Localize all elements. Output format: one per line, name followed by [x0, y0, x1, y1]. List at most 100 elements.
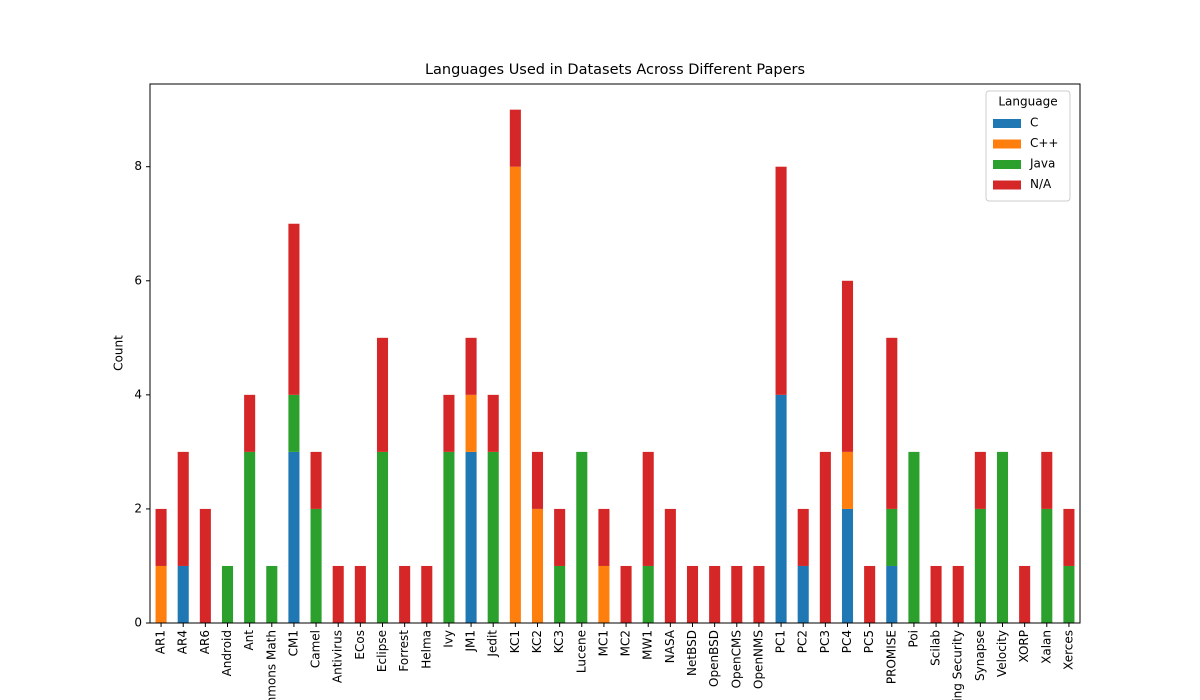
bar-segment — [531, 451, 544, 509]
plot-frame — [149, 83, 1081, 624]
bar-segment — [221, 565, 234, 623]
bar-segment — [244, 451, 256, 623]
x-tick-label: PC4 — [840, 630, 854, 653]
y-axis-label: Count — [112, 335, 126, 371]
bar-segment — [841, 508, 854, 623]
x-tick-label: Lucene — [574, 630, 588, 673]
bar-segment — [465, 337, 477, 395]
bar-segment — [354, 565, 366, 623]
bar-segment — [288, 223, 300, 395]
x-tick-label: Synapse — [973, 630, 987, 681]
bar-segment — [376, 337, 389, 452]
x-tick-label: MC1 — [596, 630, 610, 656]
bar-segment — [974, 451, 986, 509]
bar-segment — [886, 337, 898, 509]
y-tick-label: 2 — [134, 501, 142, 515]
bar-segment — [576, 451, 588, 623]
bar-segment — [974, 508, 986, 623]
bar-segment — [443, 451, 455, 623]
bar-segment — [310, 451, 322, 509]
x-tick-label: Antivirus — [331, 630, 345, 683]
x-tick-label: NASA — [663, 629, 677, 663]
legend-swatch — [993, 119, 1021, 128]
chart-title: Languages Used in Datasets Across Differ… — [425, 62, 805, 78]
y-tick-label: 8 — [134, 159, 142, 173]
bar-segment — [465, 451, 477, 623]
bar-segment — [177, 451, 189, 566]
bar-segment — [775, 166, 787, 395]
bar-segment — [177, 565, 189, 623]
x-tick-label: Ant — [242, 630, 256, 651]
bar-segment — [598, 565, 610, 623]
x-tick-label: MC2 — [619, 630, 633, 656]
bar-segment — [288, 451, 300, 623]
legend-box — [985, 90, 1071, 202]
bar-segment — [1063, 508, 1075, 566]
x-tick-label: NetBSD — [685, 630, 699, 676]
bar-segment — [421, 565, 433, 623]
bar-segment — [886, 565, 898, 623]
x-tick-label: PC2 — [796, 630, 810, 653]
bar-segment — [487, 451, 499, 623]
bar-segment — [465, 394, 477, 452]
legend-label: C++ — [1030, 136, 1059, 150]
x-tick-label: Commons Math — [264, 630, 278, 700]
bar-segment — [1019, 565, 1031, 623]
bar-segment — [332, 565, 344, 623]
bar-segment — [376, 451, 389, 623]
bar-segment — [841, 451, 854, 509]
bar-segment — [620, 565, 632, 623]
legend-label: N/A — [1030, 177, 1052, 191]
x-tick-label: PC3 — [818, 630, 832, 653]
x-tick-label: OpenCMS — [729, 630, 743, 688]
bar-segment — [1041, 451, 1053, 509]
bar-segment — [686, 565, 699, 623]
x-tick-label: Jedit — [486, 630, 500, 658]
x-tick-label: CM1 — [286, 630, 300, 656]
x-tick-label: Scilab — [929, 630, 943, 666]
x-tick-label: Poi — [906, 630, 920, 647]
bar-segment — [864, 565, 876, 623]
bar-segment — [775, 394, 787, 623]
bar-segment — [1041, 508, 1053, 623]
bar-segment — [1063, 565, 1075, 623]
legend-swatch — [993, 139, 1021, 149]
x-tick-label: KC1 — [508, 630, 522, 653]
x-tick-label: PC5 — [862, 630, 876, 653]
x-tick-label: OpenNMS — [751, 630, 765, 689]
bar-segment — [841, 280, 854, 452]
x-tick-label: XORP — [1017, 630, 1031, 662]
bar-segment — [753, 565, 765, 623]
x-tick-label: Eclipse — [375, 630, 389, 672]
bar-segment — [199, 508, 211, 623]
x-tick-label: Android — [220, 630, 234, 676]
bar-segment — [642, 565, 654, 623]
x-tick-label: Camel — [309, 630, 323, 668]
bar-segment — [155, 508, 167, 566]
y-tick-label: 4 — [134, 387, 142, 401]
bar-segment — [930, 565, 942, 623]
bar-segment — [664, 508, 676, 623]
x-tick-label: Spring Security — [951, 630, 965, 700]
x-tick-label: KC3 — [552, 630, 566, 653]
bar-segment — [797, 565, 809, 623]
bar-segment — [797, 508, 809, 566]
bar-segment — [509, 166, 521, 623]
bar-segment — [642, 451, 654, 566]
x-tick-label: AR4 — [176, 630, 190, 654]
x-tick-label: Forrest — [397, 630, 411, 672]
bar-segment — [908, 451, 920, 623]
bar-segment — [288, 394, 300, 452]
bar-segment — [598, 508, 610, 566]
bar-segment — [487, 394, 499, 452]
bar-segment — [155, 565, 167, 623]
bar-segment — [266, 565, 278, 623]
bar-segment — [531, 508, 544, 623]
x-tick-label: AR1 — [154, 630, 168, 654]
bar-segment — [443, 394, 455, 452]
x-tick-label: PROMISE — [884, 630, 898, 684]
bar-segment — [819, 451, 831, 623]
x-tick-label: Velocity — [995, 630, 1009, 677]
x-tick-label: ECos — [353, 630, 367, 660]
